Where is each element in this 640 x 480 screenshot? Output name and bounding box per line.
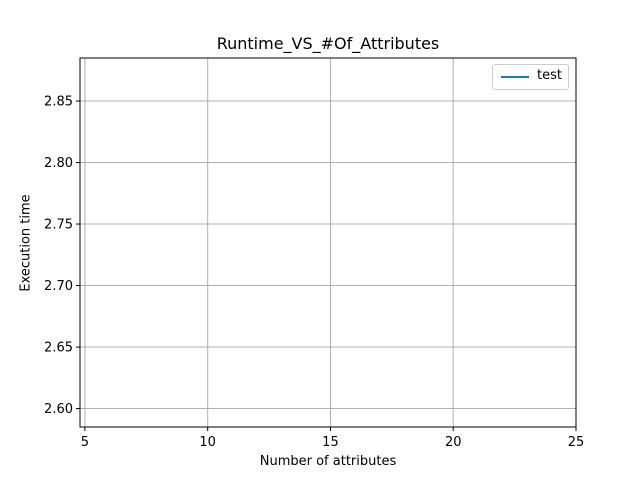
x-tick-label: 25 xyxy=(568,435,585,450)
legend: test xyxy=(492,64,569,90)
y-tick-label: 2.85 xyxy=(44,95,73,110)
legend-label-test: test xyxy=(537,68,562,83)
x-tick-label: 10 xyxy=(199,435,216,450)
y-tick-label: 2.70 xyxy=(44,279,73,294)
x-tick-label: 15 xyxy=(322,435,339,450)
y-tick-label: 2.60 xyxy=(44,402,73,417)
plot-area-frame xyxy=(79,57,577,428)
x-tick-label: 20 xyxy=(445,435,462,450)
legend-line-test xyxy=(501,76,529,78)
y-tick-label: 2.75 xyxy=(44,218,73,233)
y-tick-label: 2.65 xyxy=(44,341,73,356)
x-axis-ticks: 5 10 15 20 25 xyxy=(81,427,585,450)
y-axis-ticks: 2.60 2.65 2.70 2.75 2.80 2.85 xyxy=(44,95,80,417)
y-tick-label: 2.80 xyxy=(44,156,73,171)
x-axis-label: Number of attributes xyxy=(259,454,397,469)
x-tick-label: 5 xyxy=(81,435,89,450)
grid-lines xyxy=(80,58,577,427)
y-axis-label: Execution time xyxy=(18,194,34,292)
chart-title: Runtime_VS_#Of_Attributes xyxy=(216,34,440,53)
